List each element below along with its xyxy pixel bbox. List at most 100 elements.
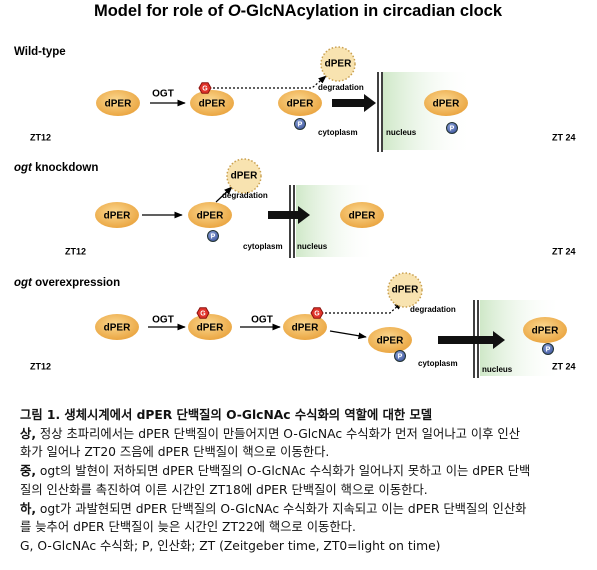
panel-label: Wild-type <box>14 46 66 58</box>
title-part: Model for role of <box>94 2 228 20</box>
label: dPER <box>377 336 404 347</box>
caption-lead: 상, <box>20 426 36 441</box>
caption-lead: 중, <box>20 464 36 479</box>
label: P <box>298 121 303 128</box>
label: dPER <box>392 285 419 296</box>
label: ZT12 <box>65 246 86 256</box>
label: dPER <box>532 326 559 337</box>
protein <box>188 202 232 228</box>
label: nucleus <box>297 242 328 251</box>
glcnac <box>196 307 210 319</box>
label: OGT <box>152 89 174 100</box>
panel-label: ogt overexpression <box>14 277 120 289</box>
caption: 그림 1. 생체시계에서 dPER 단백질의 O-GlcNAc 수식화의 역할에… <box>20 406 590 556</box>
phosphate <box>394 350 406 362</box>
caption-text: 를 늦추어 dPER 단백질이 늦은 시간인 ZT22에 핵으로 이동한다. <box>20 520 356 535</box>
degradation-path <box>325 301 403 314</box>
protein <box>96 90 140 116</box>
degraded-protein <box>320 46 356 82</box>
protein <box>278 90 322 116</box>
protein <box>283 314 327 340</box>
label: dPER <box>104 211 131 222</box>
label: dPER <box>433 99 460 110</box>
label: ZT12 <box>30 132 51 142</box>
label: dPER <box>197 211 224 222</box>
label: dPER <box>199 99 226 110</box>
label: P <box>398 353 403 360</box>
caption-line: 질의 인산화를 촉진하여 이른 시간인 ZT18에 dPER 단백질이 핵으로 … <box>20 481 590 500</box>
label: ZT12 <box>30 361 51 371</box>
label: G <box>202 85 208 92</box>
protein <box>340 202 384 228</box>
caption-line: 화가 일어나 ZT20 즈음에 dPER 단백질이 핵으로 이동한다. <box>20 443 590 462</box>
label: nucleus <box>482 365 513 374</box>
panel-label-part: Wild-type <box>14 46 66 58</box>
label: nucleus <box>386 128 417 137</box>
degraded-protein <box>226 158 262 194</box>
label: dPER <box>104 323 131 334</box>
label: ZT 24 <box>552 132 576 142</box>
degradation-path <box>213 75 327 89</box>
phosphate <box>542 343 554 355</box>
label: dPER <box>197 323 224 334</box>
label: OGT <box>251 315 273 326</box>
label: G <box>200 310 206 317</box>
label: degradation <box>222 191 268 200</box>
caption-line: 하, ogt가 과발현되면 dPER 단백질의 O-GlcNAc 수식화가 지속… <box>20 500 590 519</box>
label: cytoplasm <box>243 242 283 251</box>
phosphate <box>294 118 306 130</box>
panel-label-part: ogt <box>14 162 33 174</box>
caption-line: 중, ogt의 발현이 저하되면 dPER 단백질의 O-GlcNAc 수식화가… <box>20 462 590 481</box>
label: cytoplasm <box>418 359 458 368</box>
glcnac <box>198 82 212 94</box>
label: P <box>450 125 455 132</box>
caption-text: 질의 인산화를 촉진하여 이른 시간인 ZT18에 dPER 단백질이 핵으로 … <box>20 482 428 497</box>
protein <box>190 90 234 116</box>
label: G <box>314 310 320 317</box>
label: P <box>546 346 551 353</box>
protein <box>368 327 412 353</box>
label: dPER <box>231 171 258 182</box>
protein <box>424 90 468 116</box>
caption-line: 상, 정상 초파리에서는 dPER 단백질이 만들어지면 O-GlcNAc 수식… <box>20 425 590 444</box>
title: Model for role of O-GlcNAcylation in cir… <box>94 2 503 20</box>
arrow <box>215 186 233 203</box>
label: dPER <box>287 99 314 110</box>
degraded-protein <box>387 272 423 308</box>
protein <box>188 314 232 340</box>
phosphate <box>446 122 458 134</box>
caption-heading: 그림 1. 생체시계에서 dPER 단백질의 O-GlcNAc 수식화의 역할에… <box>20 408 433 422</box>
big-arrow <box>438 331 505 349</box>
label: ZT 24 <box>552 361 576 371</box>
caption-line: 를 늦추어 dPER 단백질이 늦은 시간인 ZT22에 핵으로 이동한다. <box>20 518 590 537</box>
glcnac <box>310 307 324 319</box>
caption-text: G, O-GlcNAc 수식화; P, 인산화; ZT (Zeitgeber t… <box>20 538 441 553</box>
big-arrow <box>268 206 310 224</box>
label: OGT <box>152 315 174 326</box>
label: dPER <box>292 323 319 334</box>
caption-text: ogt의 발현이 저하되면 dPER 단백질의 O-GlcNAc 수식화가 일어… <box>36 464 531 479</box>
label: degradation <box>318 83 364 92</box>
caption-line: G, O-GlcNAc 수식화; P, 인산화; ZT (Zeitgeber t… <box>20 537 590 556</box>
protein <box>523 317 567 343</box>
protein <box>95 314 139 340</box>
big-arrow <box>332 94 376 112</box>
label: dPER <box>325 59 352 70</box>
diagram: Model for role of O-GlcNAcylation in cir… <box>14 2 580 380</box>
panel-label-part: overexpression <box>32 277 120 289</box>
panel-label-part: knockdown <box>32 162 98 174</box>
title-part: O <box>228 2 241 20</box>
title-part: -GlcNAcylation in circadian clock <box>241 2 503 20</box>
label: P <box>211 233 216 240</box>
panel-label: ogt knockdown <box>14 162 98 174</box>
panel-label-part: ogt <box>14 277 33 289</box>
protein <box>95 202 139 228</box>
label: ZT 24 <box>552 246 576 256</box>
caption-text: 정상 초파리에서는 dPER 단백질이 만들어지면 O-GlcNAc 수식화가 … <box>36 426 521 441</box>
phosphate <box>207 230 219 242</box>
label: dPER <box>349 211 376 222</box>
caption-text: 화가 일어나 ZT20 즈음에 dPER 단백질이 핵으로 이동한다. <box>20 445 330 460</box>
label: degradation <box>410 305 456 314</box>
caption-lead: 하, <box>20 501 36 516</box>
